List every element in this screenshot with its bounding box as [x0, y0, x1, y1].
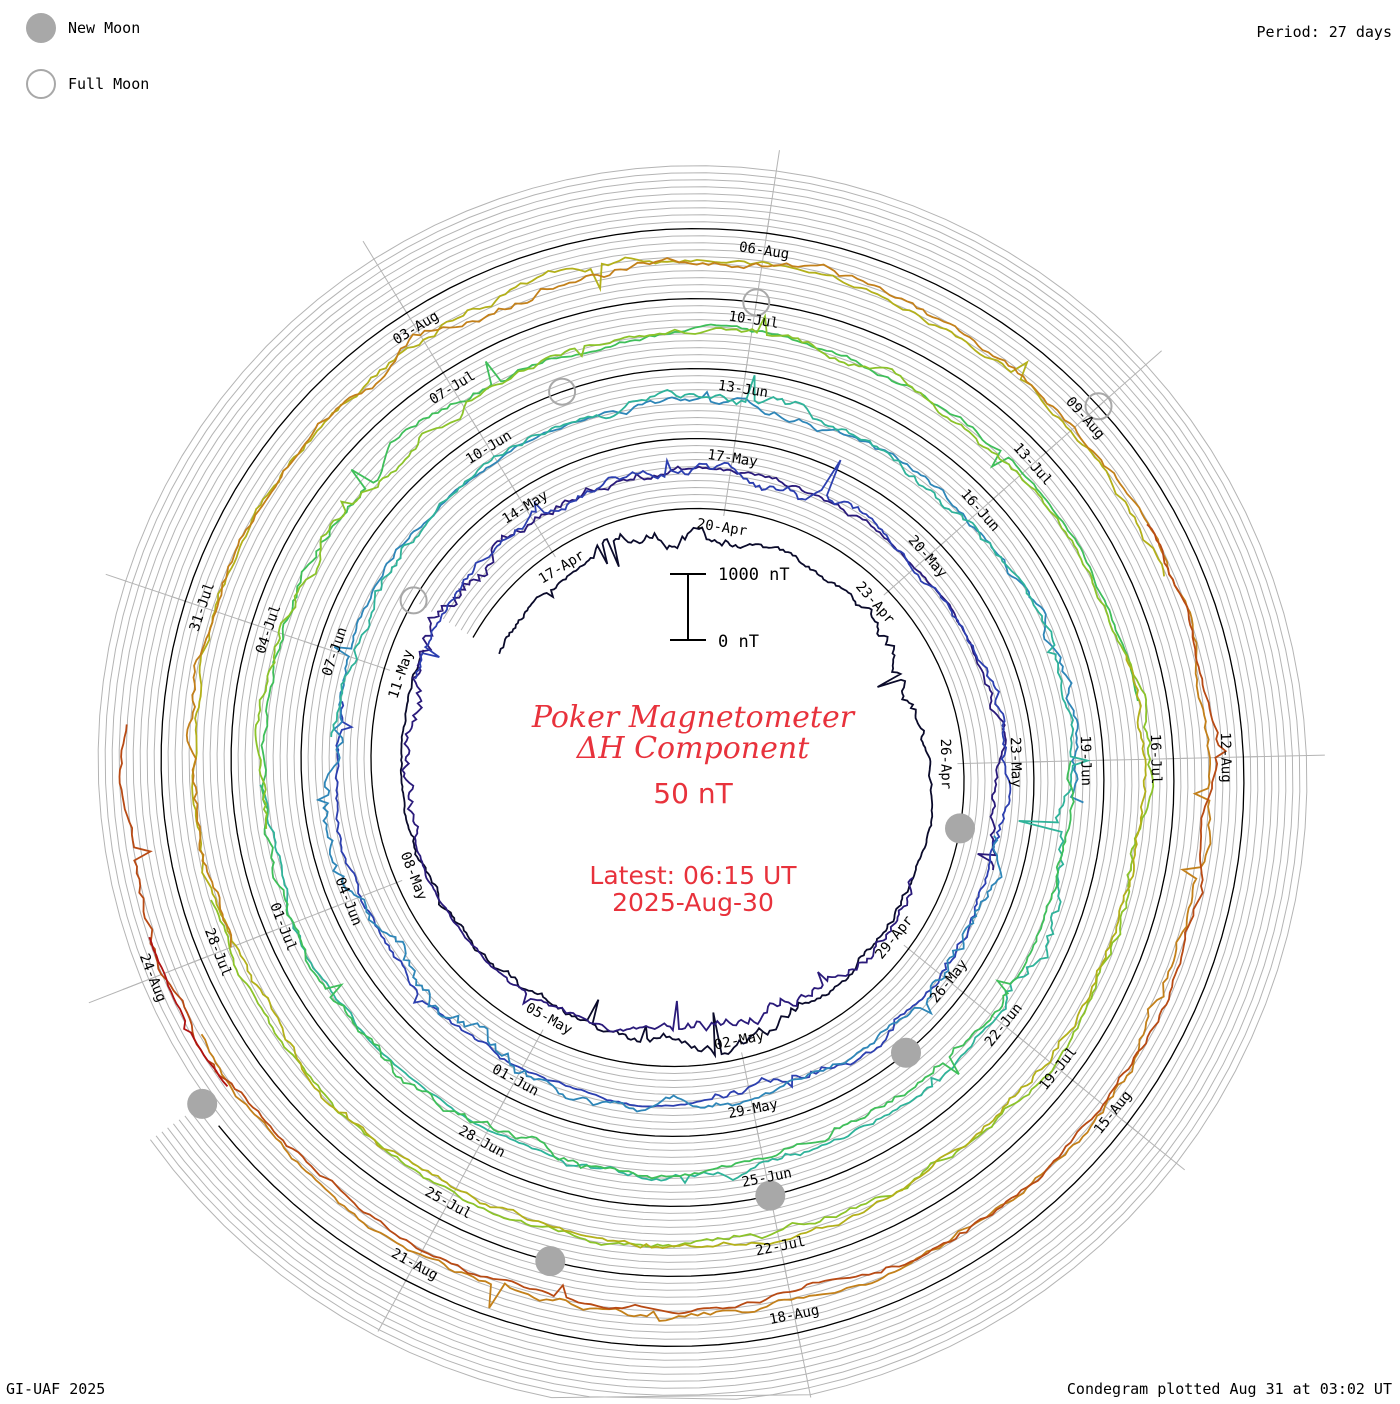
- grid-ring: [132, 200, 1273, 1375]
- latest-date: 2025-Aug-30: [612, 888, 774, 917]
- grid-ring: [153, 221, 1252, 1354]
- grid-spoke: [88, 981, 142, 1004]
- grid-spoke: [1093, 350, 1162, 411]
- series-trace-6: [260, 323, 1139, 1180]
- date-tick-label: 25-Jul: [422, 1184, 474, 1222]
- series-layer: [118, 256, 1228, 1322]
- date-tick-label: 20-May: [905, 533, 950, 582]
- grid-ring: [97, 165, 1308, 1399]
- scale-label: 50 nT: [653, 777, 733, 810]
- date-tick-label: 28-Jun: [456, 1123, 508, 1161]
- new-moon-marker: [187, 1088, 218, 1119]
- latest-time: Latest: 06:15 UT: [589, 861, 797, 890]
- series-trace-5: [259, 375, 1091, 1185]
- date-tick-label: 23-May: [1007, 737, 1024, 788]
- date-tick-label: 10-Jul: [727, 308, 779, 331]
- baseline-spiral: [160, 227, 1245, 1347]
- grid-spoke: [765, 150, 780, 240]
- new-moon-marker: [755, 1180, 786, 1211]
- grid-spoke: [377, 1275, 410, 1332]
- grid-ring: [139, 207, 1266, 1368]
- chart-title: Poker Magnetometer: [531, 700, 856, 735]
- full-moon-marker: [1084, 392, 1113, 421]
- date-tick-label: 13-Jul: [1010, 440, 1055, 489]
- date-tick-label: 19-Jun: [1077, 735, 1094, 786]
- date-tick-label: 01-Jun: [489, 1061, 541, 1099]
- date-tick-label: 16-Jul: [1147, 734, 1164, 785]
- full-moon-marker: [399, 586, 428, 615]
- date-tick-label: 12-Aug: [1217, 732, 1234, 783]
- grid-spoke: [1237, 754, 1325, 758]
- date-tick-label: 29-May: [727, 1096, 780, 1122]
- series-trace-7: [210, 313, 1155, 1248]
- date-tick-label: 18-Aug: [768, 1302, 821, 1328]
- grid-layer: [88, 150, 1325, 1400]
- series-trace-11: [148, 936, 229, 1087]
- date-tick-label: 06-Aug: [738, 239, 790, 262]
- grid-ring: [111, 179, 1294, 1396]
- period-label: Period: 27 days: [1256, 23, 1392, 41]
- scale-bar-top-label: 1000 nT: [718, 565, 790, 585]
- date-tick-label: 13-Jun: [717, 378, 769, 401]
- series-trace-2: [401, 465, 1007, 1033]
- new-moon-icon: [26, 13, 56, 43]
- new-moon-marker: [535, 1246, 566, 1277]
- new-moon-marker: [891, 1037, 921, 1068]
- full-moon-marker: [548, 377, 577, 406]
- legend-full-moon-label: Full Moon: [68, 75, 150, 93]
- date-tick-label: 21-Aug: [388, 1246, 440, 1284]
- moon-layer: [187, 288, 1113, 1277]
- date-tick-label: 02-May: [713, 1028, 766, 1054]
- plotted-label: Condegram plotted Aug 31 at 03:02 UT: [1066, 1380, 1392, 1398]
- legend-new-moon: New Moon: [26, 13, 140, 43]
- series-trace-1: [399, 526, 934, 1059]
- grid-ring: [146, 214, 1259, 1361]
- grid-ring: [104, 172, 1301, 1400]
- grid-spoke: [362, 240, 411, 319]
- credit-label: GI-UAF 2025: [6, 1380, 106, 1398]
- date-tick-label: 03-Aug: [390, 308, 442, 348]
- series-trace-9: [185, 257, 1212, 1322]
- date-tick-label: 26-Apr: [937, 738, 954, 789]
- legend-new-moon-label: New Moon: [68, 19, 141, 37]
- scale-bar-bottom-label: 0 nT: [718, 632, 759, 652]
- date-tick-label: 17-May: [706, 447, 758, 470]
- full-moon-icon: [26, 69, 56, 99]
- series-trace-3: [334, 457, 1012, 1108]
- grid-spoke: [105, 573, 192, 604]
- date-tick-label: 20-Apr: [696, 516, 748, 539]
- date-tick-label: 07-Jul: [427, 368, 479, 408]
- scale-bar: 1000 nT 0 nT: [670, 565, 790, 652]
- date-tick-label: 16-Jun: [957, 486, 1002, 535]
- series-trace-4: [315, 390, 1084, 1113]
- grid-spoke: [796, 1326, 812, 1398]
- new-moon-marker: [945, 813, 975, 844]
- chart-subtitle: ΔH Component: [576, 731, 810, 766]
- full-moon-marker: [742, 288, 771, 317]
- legend-full-moon: Full Moon: [26, 69, 149, 99]
